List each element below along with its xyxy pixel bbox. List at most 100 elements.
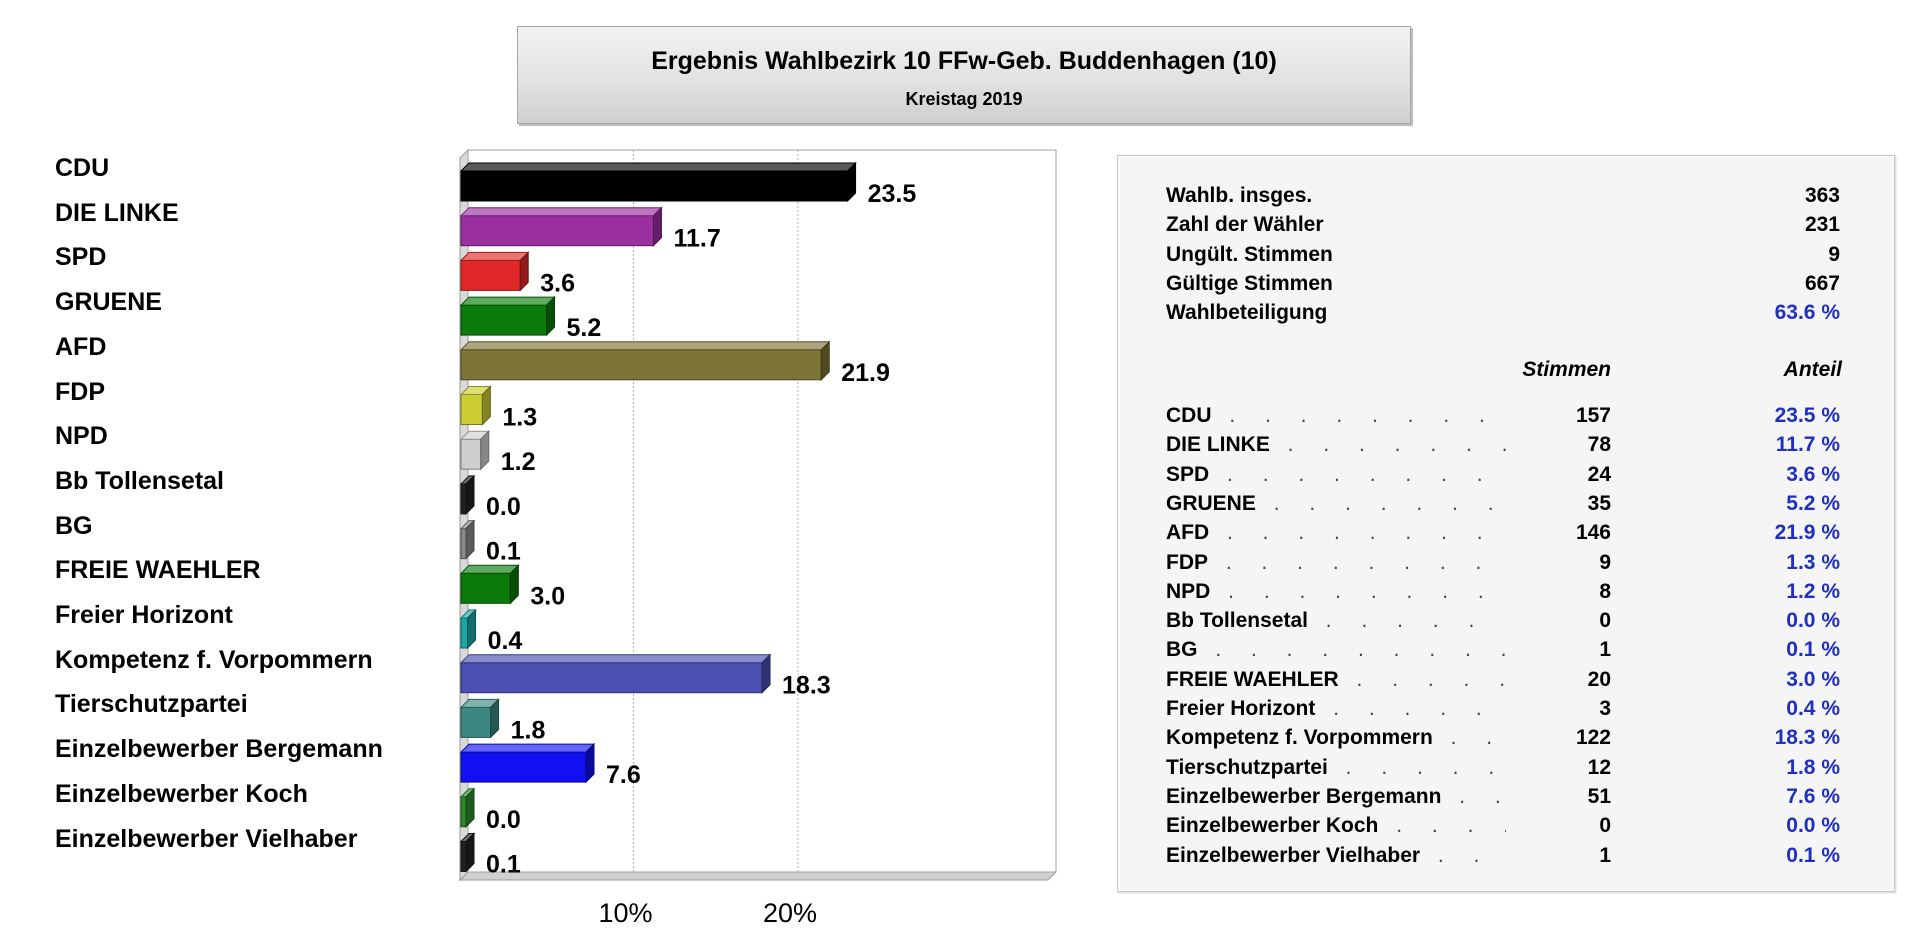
category-label: Kompetenz f. Vorpommern	[55, 645, 373, 674]
bar-einzelbewerber-bergemann	[459, 742, 596, 784]
summary-label: Gültige Stimmen	[1166, 271, 1333, 295]
value-label: 0.4	[488, 627, 523, 655]
result-party-name: Einzelbewerber Vielhaber . . . . . . . .…	[1166, 843, 1506, 867]
bar-bb-tollensetal	[459, 474, 476, 516]
result-votes: 122	[1575, 726, 1611, 750]
result-share: 0.1 %	[1786, 638, 1840, 662]
chart-subtitle: Kreistag 2019	[905, 89, 1023, 109]
value-label: 1.2	[501, 448, 536, 476]
result-party-name: GRUENE . . . . . . . . . . . . . . . . .…	[1166, 491, 1506, 515]
column-header-votes: Stimmen	[1522, 358, 1611, 381]
result-votes: 3	[1599, 697, 1611, 720]
value-label: 3.6	[540, 269, 575, 297]
result-share: 1.3 %	[1786, 550, 1840, 574]
result-party-name: Kompetenz f. Vorpommern . . . . . . . . …	[1166, 726, 1506, 750]
bar-npd	[459, 429, 490, 471]
result-share: 1.2 %	[1786, 579, 1840, 603]
category-label: DIE LINKE	[55, 198, 179, 227]
bar-bg	[459, 519, 476, 560]
result-share: 18.3 %	[1774, 726, 1840, 750]
result-votes: 24	[1587, 462, 1611, 486]
bar-freier-horizont	[459, 608, 477, 650]
result-votes: 20	[1587, 667, 1611, 691]
bar-spd	[459, 251, 530, 292]
result-party-name: Einzelbewerber Koch . . . . . . . . . . …	[1166, 814, 1506, 838]
result-votes: 51	[1587, 784, 1611, 808]
bar-kompetenz-f-vorpommern	[459, 653, 772, 694]
summary-label: Wahlbeteiligung	[1166, 301, 1328, 325]
category-label: Tierschutzpartei	[55, 690, 248, 719]
chart-title: Ergebnis Wahlbezirk 10 FFw-Geb. Buddenha…	[651, 47, 1277, 75]
result-share: 3.0 %	[1786, 667, 1840, 691]
title-banner: Ergebnis Wahlbezirk 10 FFw-Geb. Buddenha…	[517, 26, 1411, 124]
summary-value: 231	[1804, 213, 1840, 237]
result-votes: 1	[1599, 638, 1611, 662]
category-label: CDU	[55, 154, 110, 182]
summary-value: 363	[1804, 184, 1840, 207]
value-label: 7.6	[606, 761, 641, 789]
bar-tierschutzpartei	[459, 698, 500, 739]
result-share: 5.2 %	[1786, 491, 1840, 515]
value-label: 0.1	[486, 538, 521, 566]
category-label: BG	[55, 511, 93, 540]
column-header-share: Anteil	[1783, 358, 1842, 381]
result-party-name: Bb Tollensetal . . . . . . . . . . . . .…	[1166, 609, 1506, 633]
summary-value: 667	[1804, 271, 1840, 295]
category-label: FDP	[55, 377, 105, 406]
category-label: NPD	[55, 422, 108, 451]
category-label: Bb Tollensetal	[55, 466, 225, 495]
category-label: Einzelbewerber Vielhaber	[55, 824, 358, 853]
result-share: 1.8 %	[1786, 755, 1840, 779]
result-party-name: Freier Horizont . . . . . . . . . . . . …	[1166, 697, 1506, 720]
result-votes: 78	[1587, 433, 1611, 457]
summary-label: Wahlb. insges.	[1166, 184, 1313, 207]
category-label: GRUENE	[55, 288, 162, 317]
x-tick-label: 20%	[762, 898, 818, 928]
result-share: 0.4 %	[1786, 697, 1840, 720]
result-share: 0.0 %	[1786, 609, 1840, 633]
result-party-name: AFD . . . . . . . . . . . . . . . . . . …	[1166, 521, 1506, 545]
result-share: 11.7 %	[1775, 433, 1840, 457]
value-label: 23.5	[868, 180, 917, 208]
result-share: 0.1 %	[1786, 843, 1840, 867]
result-party-name: BG . . . . . . . . . . . . . . . . . . .…	[1166, 638, 1506, 662]
value-label: 11.7	[673, 225, 720, 253]
value-label: 1.3	[502, 404, 537, 432]
value-label: 0.0	[486, 806, 521, 834]
bar-einzelbewerber-vielhaber	[459, 832, 476, 873]
summary-value: 63.6 %	[1774, 301, 1840, 325]
bar-fdp	[459, 385, 492, 426]
summary-value: 9	[1828, 242, 1840, 266]
result-party-name: DIE LINKE . . . . . . . . . . . . . . . …	[1166, 433, 1506, 457]
plot-floor	[458, 871, 1058, 881]
result-votes: 8	[1599, 579, 1611, 603]
category-label: FREIE WAEHLER	[55, 556, 261, 585]
bar-freie-waehler	[459, 564, 520, 605]
result-votes: 12	[1587, 755, 1611, 779]
result-share: 0.0 %	[1786, 814, 1840, 838]
value-label: 21.9	[841, 359, 890, 387]
result-share: 21.9 %	[1774, 521, 1840, 545]
category-label: Einzelbewerber Koch	[55, 779, 308, 808]
bar-cdu	[459, 161, 857, 203]
category-label: Freier Horizont	[55, 601, 233, 629]
x-tick-label: 10%	[598, 898, 653, 928]
summary-label: Zahl der Wähler	[1166, 213, 1324, 237]
result-votes: 146	[1575, 521, 1611, 545]
result-party-name: SPD . . . . . . . . . . . . . . . . . . …	[1166, 462, 1506, 486]
bar-einzelbewerber-koch	[459, 787, 476, 829]
category-label: Einzelbewerber Bergemann	[55, 735, 383, 764]
result-votes: 35	[1587, 491, 1611, 515]
result-votes: 0	[1599, 814, 1611, 838]
value-label: 0.0	[486, 493, 521, 521]
result-party-name: FDP . . . . . . . . . . . . . . . . . . …	[1166, 550, 1506, 574]
result-votes: 1	[1599, 843, 1611, 867]
value-label: 1.8	[511, 716, 546, 744]
category-label: AFD	[55, 332, 107, 361]
result-party-name: CDU . . . . . . . . . . . . . . . . . . …	[1166, 404, 1506, 427]
result-party-name: NPD . . . . . . . . . . . . . . . . . . …	[1166, 579, 1506, 603]
result-party-name: Einzelbewerber Bergemann . . . . . . . .…	[1166, 784, 1506, 808]
result-votes: 9	[1599, 550, 1611, 574]
result-votes: 0	[1599, 609, 1611, 633]
